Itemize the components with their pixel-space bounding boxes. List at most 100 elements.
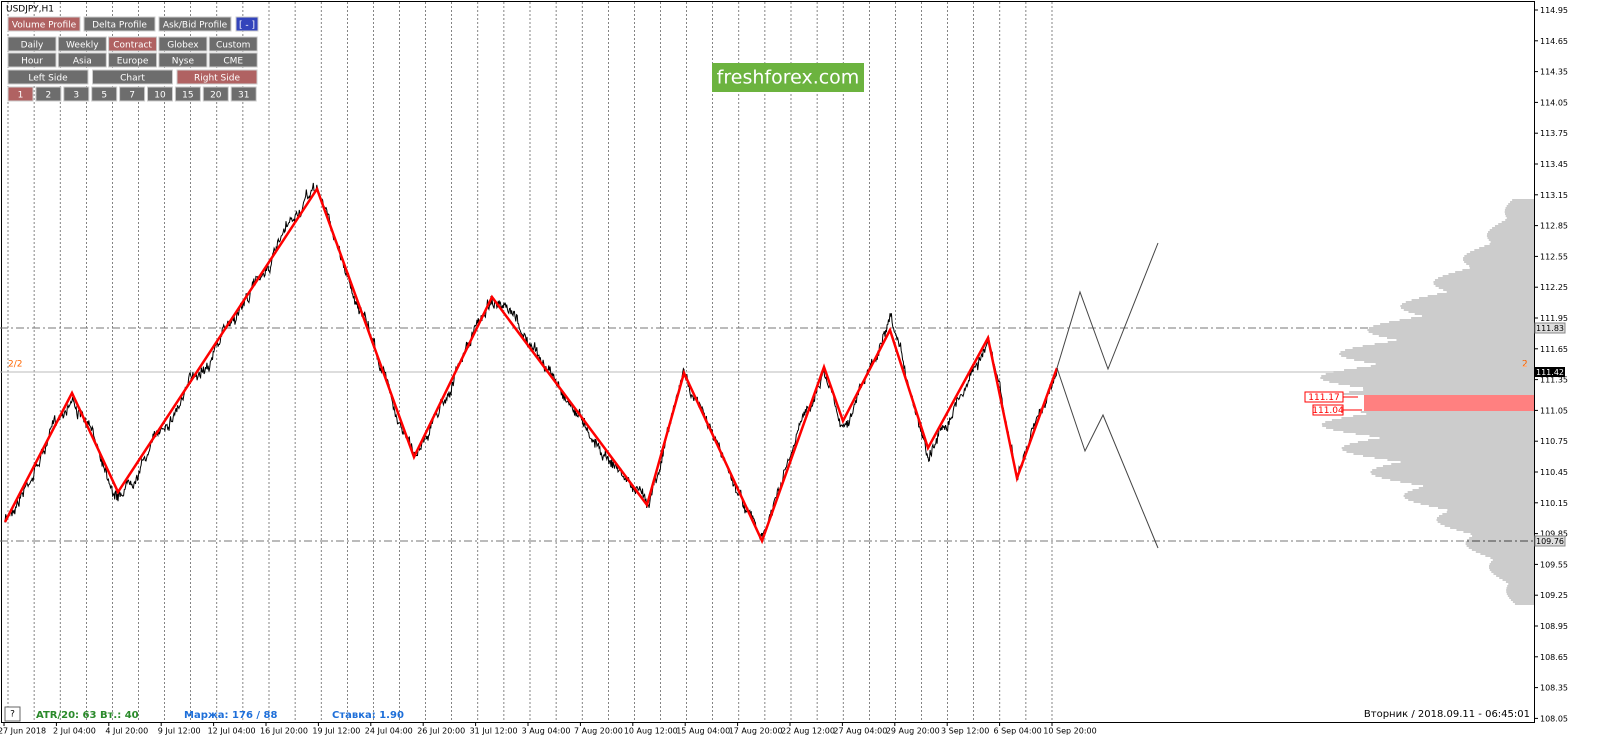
- button[interactable]: [ - ]: [235, 16, 259, 32]
- help-label[interactable]: ?: [10, 710, 15, 720]
- button[interactable]: Left Side: [7, 69, 89, 85]
- button[interactable]: Delta Profile: [83, 16, 156, 32]
- button[interactable]: Daily: [7, 36, 57, 52]
- y-tick-label: 113.75: [1540, 129, 1568, 138]
- button-label[interactable]: 2: [46, 91, 52, 101]
- y-tick-label: 114.95: [1540, 6, 1568, 15]
- button-face[interactable]: [119, 86, 146, 102]
- button-label[interactable]: 15: [182, 91, 193, 101]
- button-label[interactable]: Custom: [216, 41, 250, 51]
- button-face[interactable]: [91, 86, 118, 102]
- button-face[interactable]: [158, 52, 208, 68]
- y-tick-label: 109.55: [1540, 560, 1568, 569]
- button-label[interactable]: Asia: [73, 57, 92, 67]
- button[interactable]: Weekly: [57, 36, 107, 52]
- button[interactable]: 20: [202, 86, 229, 102]
- button-face[interactable]: [208, 36, 258, 52]
- help-button[interactable]: [4, 706, 21, 722]
- button[interactable]: Hour: [7, 52, 57, 68]
- button-label[interactable]: Hour: [21, 57, 43, 67]
- y-tick-label: 110.45: [1540, 468, 1568, 477]
- button-face[interactable]: [176, 69, 258, 85]
- button[interactable]: 5: [91, 86, 118, 102]
- button[interactable]: Ask/Bid Profile: [158, 16, 232, 32]
- button-face[interactable]: [174, 86, 201, 102]
- button[interactable]: Nyse: [158, 52, 208, 68]
- price-tag-box: [1534, 535, 1566, 547]
- y-tick-label: 112.85: [1540, 222, 1568, 231]
- margin: Маржа: 176 / 88: [184, 710, 277, 721]
- button-label[interactable]: Nyse: [172, 57, 195, 67]
- button-label[interactable]: Delta Profile: [92, 21, 147, 31]
- button-face[interactable]: [208, 52, 258, 68]
- button-label[interactable]: 7: [129, 91, 135, 101]
- price-tag: 109.76: [1536, 537, 1564, 546]
- button[interactable]: Right Side: [176, 69, 258, 85]
- button-face[interactable]: [7, 86, 34, 102]
- button-face[interactable]: [7, 36, 57, 52]
- button-label[interactable]: CME: [223, 57, 243, 67]
- button-face[interactable]: [235, 16, 259, 32]
- button[interactable]: Asia: [57, 52, 107, 68]
- button-label[interactable]: 10: [154, 91, 166, 101]
- button[interactable]: 7: [119, 86, 146, 102]
- button-face[interactable]: [35, 86, 62, 102]
- button[interactable]: 1: [7, 86, 34, 102]
- button-face[interactable]: [57, 36, 107, 52]
- button-label[interactable]: Left Side: [28, 74, 68, 84]
- button-label[interactable]: 3: [73, 91, 79, 101]
- y-tick-label: 112.55: [1540, 252, 1568, 261]
- button-face[interactable]: [108, 36, 158, 52]
- button-label[interactable]: Globex: [167, 41, 199, 51]
- button-label[interactable]: 5: [101, 91, 107, 101]
- button[interactable]: Custom: [208, 36, 258, 52]
- button[interactable]: Volume Profile: [7, 16, 81, 32]
- y-tick-label: 111.95: [1540, 314, 1568, 323]
- button-face[interactable]: [92, 69, 173, 85]
- button-label[interactable]: Contract: [113, 41, 152, 51]
- button-label[interactable]: Volume Profile: [12, 21, 77, 31]
- button[interactable]: Contract: [108, 36, 158, 52]
- x-tick-label: 22 Aug 12:00: [781, 727, 835, 736]
- button-face[interactable]: [57, 52, 107, 68]
- button-face[interactable]: [7, 52, 57, 68]
- x-tick-label: 27 Aug 04:00: [833, 727, 887, 736]
- button[interactable]: 2: [35, 86, 62, 102]
- button-face[interactable]: [202, 86, 229, 102]
- button-face[interactable]: [83, 16, 156, 32]
- button[interactable]: Chart: [92, 69, 173, 85]
- x-tick-label: 10 Aug 12:00: [624, 727, 678, 736]
- button-face[interactable]: [108, 52, 158, 68]
- button[interactable]: CME: [208, 52, 258, 68]
- button-label[interactable]: Europe: [117, 57, 149, 67]
- button-label[interactable]: 31: [238, 91, 249, 101]
- button[interactable]: Europe: [108, 52, 158, 68]
- button-label[interactable]: 20: [210, 91, 222, 101]
- volume-profile: [1320, 199, 1534, 605]
- button-label[interactable]: Weekly: [66, 41, 99, 51]
- projection: [1056, 242, 1159, 371]
- button-label[interactable]: Right Side: [194, 74, 240, 84]
- button-label[interactable]: Chart: [120, 74, 145, 84]
- button[interactable]: 31: [230, 86, 257, 102]
- button[interactable]: Globex: [158, 36, 208, 52]
- button-face[interactable]: [63, 86, 90, 102]
- button[interactable]: 3: [63, 86, 90, 102]
- button-face[interactable]: [158, 36, 208, 52]
- x-tick-label: 7 Aug 20:00: [574, 727, 623, 736]
- button-face[interactable]: [7, 16, 81, 32]
- x-tick-label: 6 Sep 04:00: [993, 727, 1041, 736]
- button-label[interactable]: [ - ]: [239, 21, 255, 31]
- button-label[interactable]: Daily: [21, 41, 44, 51]
- button[interactable]: 15: [174, 86, 201, 102]
- button-face[interactable]: [7, 69, 89, 85]
- button[interactable]: 10: [147, 86, 173, 102]
- button-face[interactable]: [230, 86, 257, 102]
- atr: ATR/20: 63: [36, 710, 96, 721]
- price-tag: 111.42: [1536, 368, 1564, 377]
- button-face[interactable]: [147, 86, 173, 102]
- y-tick-label: 109.85: [1540, 530, 1568, 539]
- button-face[interactable]: [158, 16, 232, 32]
- button-label[interactable]: 1: [18, 91, 24, 101]
- button-label[interactable]: Ask/Bid Profile: [163, 21, 228, 31]
